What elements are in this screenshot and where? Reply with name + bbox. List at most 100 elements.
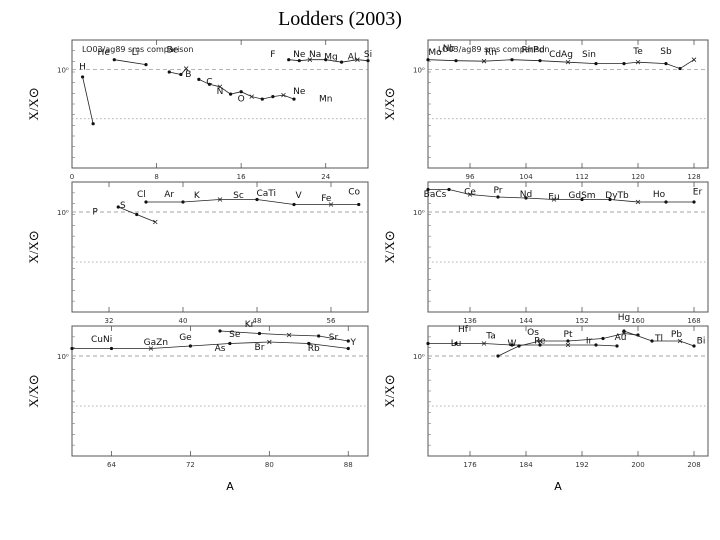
element-label: Er bbox=[693, 188, 703, 198]
data-point-cross bbox=[677, 338, 683, 344]
data-point bbox=[112, 58, 116, 62]
y-tick-label: 10⁰ bbox=[413, 67, 425, 75]
data-point bbox=[287, 58, 291, 62]
y-axis-label: X/X⊙ bbox=[382, 374, 397, 407]
series-line bbox=[82, 76, 94, 124]
y-tick-label: 10⁰ bbox=[413, 353, 425, 361]
data-point bbox=[615, 344, 619, 348]
data-point bbox=[622, 329, 626, 333]
element-label: Tl bbox=[654, 334, 663, 344]
element-label: Sr bbox=[329, 333, 339, 343]
data-point bbox=[80, 75, 85, 79]
data-point-cross bbox=[249, 94, 254, 99]
x-tick-label: 48 bbox=[253, 317, 262, 325]
x-tick-label: 88 bbox=[344, 461, 353, 469]
element-label: RhPd bbox=[521, 45, 544, 55]
data-point bbox=[239, 90, 243, 94]
data-point bbox=[454, 59, 458, 63]
element-label: Be bbox=[167, 45, 179, 55]
panel-2: 96 104 112 120 128 10⁰ X/X⊙ LO03/ag89 sms compa… bbox=[382, 39, 709, 181]
data-point bbox=[197, 77, 201, 81]
data-point bbox=[510, 343, 514, 347]
element-label: Ir bbox=[586, 337, 593, 347]
data-point-cross bbox=[537, 338, 543, 344]
x-tick-label: 0 bbox=[70, 173, 74, 181]
element-label: Nd bbox=[520, 190, 532, 200]
element-label: Rn bbox=[485, 48, 497, 58]
data-point-cross bbox=[635, 199, 641, 205]
data-point bbox=[260, 97, 264, 101]
element-label: Ho bbox=[653, 190, 666, 200]
element-label: Br bbox=[255, 343, 265, 353]
data-point bbox=[524, 196, 528, 200]
x-tick-label: 32 bbox=[105, 317, 114, 325]
series-line bbox=[428, 343, 618, 347]
element-label: Co bbox=[348, 188, 360, 198]
element-label: Si bbox=[364, 50, 372, 60]
x-tick-label: 136 bbox=[463, 317, 477, 325]
element-label: C bbox=[206, 77, 212, 87]
element-label: BaCs bbox=[424, 190, 447, 200]
y-axis-label: X/X⊙ bbox=[382, 87, 397, 120]
x-tick-label: 128 bbox=[687, 173, 700, 181]
y-tick-label: 10⁰ bbox=[57, 209, 69, 217]
element-label: Pt bbox=[564, 330, 573, 340]
data-point bbox=[292, 202, 296, 207]
data-point-cross bbox=[328, 202, 334, 207]
x-tick-label: 56 bbox=[327, 317, 336, 325]
x-tick-label: 120 bbox=[631, 173, 644, 181]
data-point bbox=[510, 58, 514, 62]
data-point bbox=[188, 344, 192, 348]
data-point bbox=[181, 200, 185, 204]
element-label: He bbox=[98, 48, 111, 58]
data-point-cross bbox=[148, 346, 154, 351]
element-label: O bbox=[238, 95, 245, 105]
data-point bbox=[496, 195, 500, 199]
data-point bbox=[257, 331, 262, 336]
data-point-cross bbox=[217, 84, 223, 90]
x-tick-label: 112 bbox=[575, 173, 588, 181]
element-label: CuNi bbox=[91, 335, 112, 345]
element-label: Li bbox=[132, 48, 140, 58]
data-point bbox=[496, 354, 500, 358]
data-point bbox=[116, 205, 120, 209]
x-tick-label: 96 bbox=[466, 173, 475, 181]
data-point bbox=[339, 60, 344, 64]
element-label: CaTi bbox=[256, 189, 276, 199]
data-point bbox=[650, 339, 654, 343]
element-label: Sb bbox=[660, 47, 672, 57]
data-point bbox=[538, 59, 542, 63]
data-point bbox=[447, 187, 451, 192]
x-tick-label: 104 bbox=[519, 173, 533, 181]
data-point bbox=[144, 200, 148, 204]
element-label: Lu bbox=[451, 339, 462, 349]
panel-subtitle: LO03/ag89 sms comparison bbox=[438, 45, 549, 54]
data-point-cross bbox=[551, 197, 557, 202]
element-label: Pr bbox=[494, 186, 503, 196]
data-point bbox=[454, 341, 458, 346]
element-label: GaZn bbox=[144, 338, 168, 348]
data-point-cross bbox=[152, 219, 158, 225]
x-tick-label: 8 bbox=[154, 173, 158, 181]
element-label: Ne bbox=[293, 87, 306, 97]
x-tick-label: 152 bbox=[575, 317, 588, 325]
x-tick-label: 80 bbox=[265, 461, 274, 469]
data-point bbox=[179, 72, 183, 77]
element-label: Na bbox=[309, 50, 321, 60]
data-point bbox=[324, 58, 328, 62]
page-title: Lodders (2003) bbox=[278, 8, 402, 30]
data-point bbox=[357, 202, 361, 207]
element-label: Bi bbox=[697, 337, 706, 347]
data-point bbox=[426, 341, 430, 346]
data-point-cross bbox=[481, 58, 487, 64]
data-point-cross bbox=[281, 92, 286, 98]
element-label: Hf bbox=[458, 325, 469, 335]
data-point-cross bbox=[481, 341, 487, 346]
data-point-cross bbox=[635, 59, 641, 65]
element-label: Ta bbox=[485, 332, 496, 342]
element-label: N bbox=[217, 87, 224, 97]
data-point bbox=[167, 70, 171, 74]
series-line bbox=[114, 59, 147, 65]
x-tick-label: 40 bbox=[179, 317, 188, 325]
